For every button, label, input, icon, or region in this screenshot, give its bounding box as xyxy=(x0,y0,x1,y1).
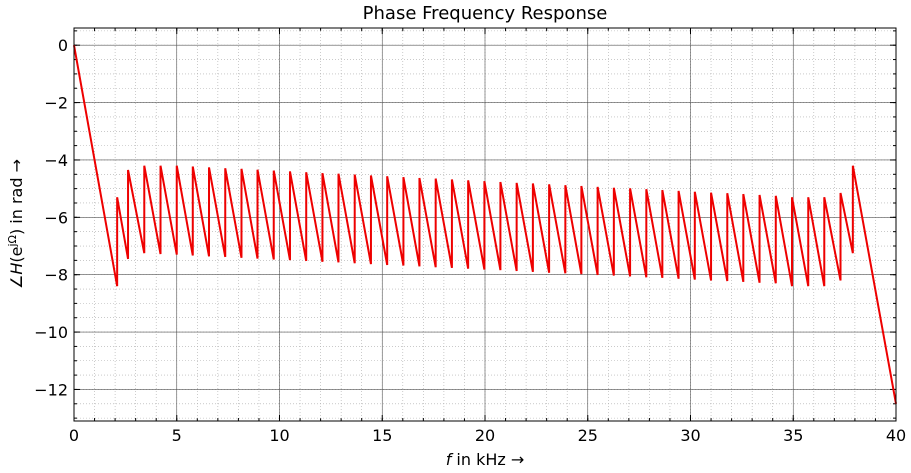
y-label-superscript: jΩ xyxy=(6,235,19,247)
y-tick-label: −4 xyxy=(44,151,68,170)
y-label-unit: ) in rad → xyxy=(7,159,26,235)
x-tick-label: 25 xyxy=(578,426,598,445)
y-tick-label: −8 xyxy=(44,266,68,285)
plot-frame xyxy=(73,27,897,422)
data-line xyxy=(73,45,897,404)
y-label-symbol: H xyxy=(7,263,26,275)
x-tick-label: 40 xyxy=(886,426,906,445)
x-tick-label: 30 xyxy=(680,426,700,445)
x-label-symbol: f xyxy=(446,450,454,469)
chart-title: Phase Frequency Response xyxy=(363,3,608,24)
x-tick-label: 5 xyxy=(172,426,182,445)
y-label-angle: ∠ xyxy=(7,275,26,289)
y-tick-label: −6 xyxy=(44,208,68,227)
y-tick-label: 0 xyxy=(58,36,68,55)
x-tick-label: 10 xyxy=(269,426,289,445)
y-axis-label: ∠H(ejΩ) in rad → xyxy=(6,159,26,289)
y-label-part: (e xyxy=(7,247,26,263)
y-tick-label: −12 xyxy=(34,380,68,399)
x-tick-label: 20 xyxy=(475,426,495,445)
x-tick-label: 0 xyxy=(69,426,79,445)
x-label-text: in kHz → xyxy=(451,450,524,469)
y-tick-label: −10 xyxy=(34,323,68,342)
y-tick-label: −2 xyxy=(44,94,68,113)
x-tick-label: 15 xyxy=(372,426,392,445)
x-axis-label: f in kHz → xyxy=(446,450,525,469)
x-tick-label: 35 xyxy=(783,426,803,445)
